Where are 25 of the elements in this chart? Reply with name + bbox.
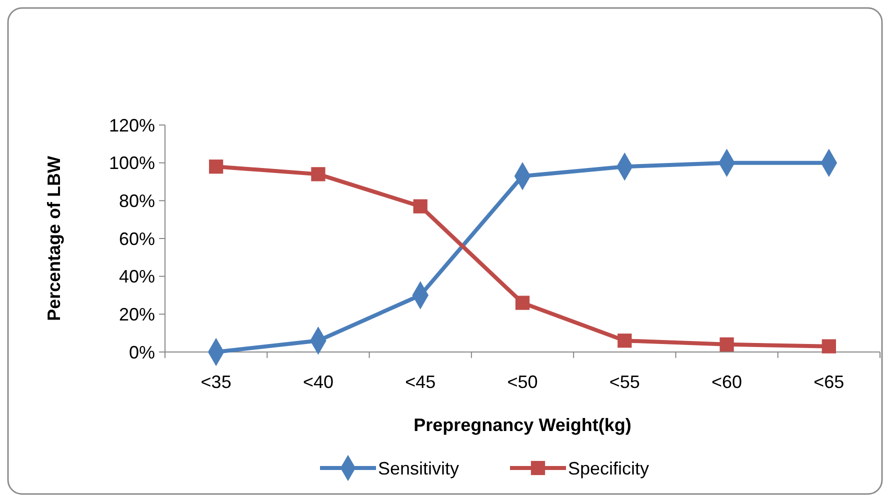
legend-label: Specificity — [568, 458, 650, 478]
point — [822, 339, 836, 354]
y-tick-label: 120% — [108, 115, 155, 136]
legend-label: Sensitivity — [378, 458, 460, 478]
point — [720, 337, 734, 352]
y-tick-label: 60% — [118, 228, 155, 249]
point — [618, 334, 632, 348]
x-tick-label: <55 — [609, 372, 640, 392]
x-tick-label: <45 — [405, 372, 436, 392]
y-tick-label: 40% — [118, 266, 155, 287]
y-axis-title: Percentage of LBW — [44, 156, 64, 322]
x-tick-label: <50 — [507, 372, 538, 392]
point — [413, 199, 428, 214]
point — [311, 167, 326, 182]
y-tick-label: 0% — [128, 342, 155, 362]
point — [515, 296, 530, 310]
y-tick-label: 100% — [108, 153, 155, 174]
y-tick-label: 80% — [118, 190, 155, 211]
x-axis-title: Prepregnancy Weight(kg) — [414, 415, 632, 435]
point — [209, 160, 224, 174]
x-tick-label: <60 — [712, 372, 742, 392]
y-tick-label: 20% — [118, 304, 155, 324]
x-tick-label: <40 — [302, 372, 334, 392]
x-tick-label: <65 — [814, 372, 844, 392]
x-tick-label: <35 — [200, 372, 232, 392]
